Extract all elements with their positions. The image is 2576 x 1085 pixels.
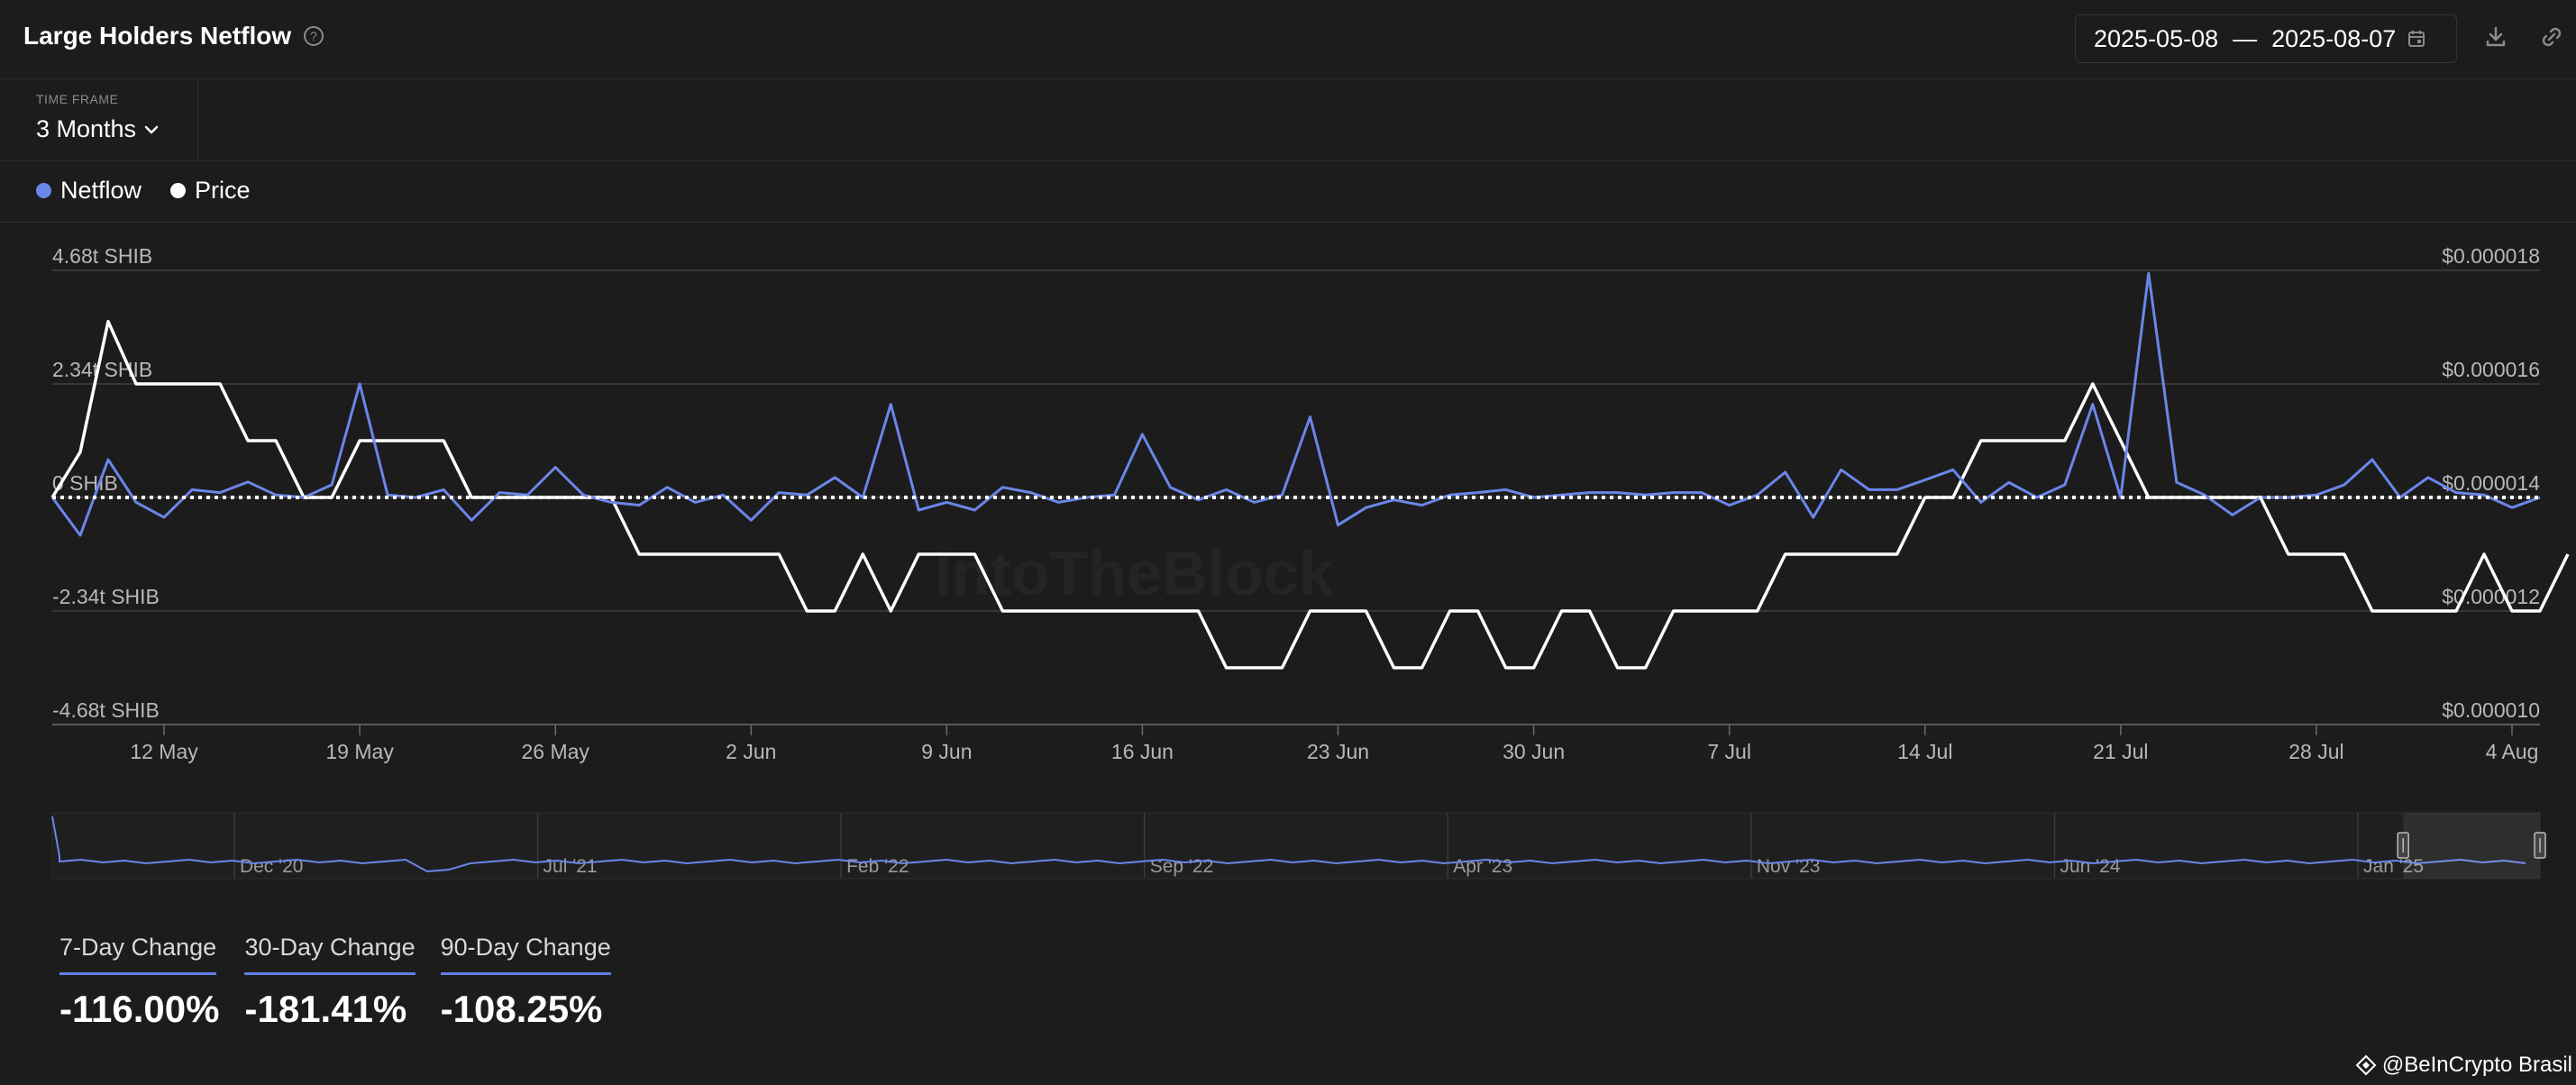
x-tick-label: 28 Jul — [2288, 740, 2343, 763]
navigator-label: Jun '24 — [2060, 856, 2120, 877]
navigator-label: Jul '21 — [544, 856, 598, 877]
right-tick-label: $0.000012 — [2442, 585, 2540, 608]
left-axis: 4.68t SHIB 2.34t SHIB 0 SHIB -2.34t SHIB -4.… — [52, 244, 160, 722]
title-wrap: Large Holders Netflow ? — [23, 22, 325, 50]
left-tick-label: -2.34t SHIB — [52, 585, 160, 608]
stat-label[interactable]: 90-Day Change — [440, 934, 611, 975]
x-axis: 12 May 19 May 26 May 2 Jun 9 Jun 16 Jun 23 Jun… — [52, 724, 2540, 763]
download-icon[interactable] — [2482, 23, 2509, 50]
divider — [0, 160, 2576, 161]
credit: @BeInCrypto Brasil — [2355, 1053, 2572, 1078]
left-tick-label: 0 SHIB — [52, 471, 118, 495]
date-start[interactable]: 2025-05-08 — [2094, 24, 2219, 52]
navigator-selection — [2403, 813, 2540, 879]
svg-text:?: ? — [310, 29, 317, 43]
date-end[interactable]: 2025-08-07 — [2271, 24, 2397, 52]
legend-dot-netflow — [36, 183, 51, 198]
legend-item-netflow[interactable]: Netflow — [36, 177, 142, 205]
x-tick-label: 19 May — [325, 740, 394, 763]
right-tick-label: $0.000014 — [2442, 471, 2540, 495]
legend-label-price: Price — [195, 177, 251, 204]
legend-label-netflow: Netflow — [60, 177, 142, 204]
watermark: IntoTheBlock — [934, 538, 1333, 608]
x-tick-label: 26 May — [521, 740, 589, 763]
stat-30-day[interactable]: 30-Day Change -181.41% — [244, 934, 416, 1031]
watermark-text: IntoTheBlock — [934, 538, 1333, 608]
navigator-label: Nov '23 — [1757, 856, 1821, 877]
netflow-line — [50, 271, 2541, 537]
x-tick-label: 7 Jul — [1707, 740, 1751, 763]
stat-label[interactable]: 30-Day Change — [244, 934, 416, 975]
x-tick-label: 23 Jun — [1307, 740, 1369, 763]
right-tick-label: $0.000010 — [2442, 698, 2540, 722]
x-tick-label: 14 Jul — [1897, 740, 1952, 763]
x-tick-label: 9 Jun — [921, 740, 972, 763]
page-title: Large Holders Netflow — [23, 22, 292, 50]
navigator-background — [51, 812, 2541, 880]
x-tick-label: 21 Jul — [2093, 740, 2148, 763]
stat-value: -116.00% — [59, 988, 220, 1030]
right-axis: $0.000018 $0.000016 $0.000014 $0.000012 $0.0… — [2442, 244, 2540, 722]
series — [50, 271, 2570, 670]
timeframe-value[interactable]: 3 Months — [36, 115, 137, 142]
stat-label[interactable]: 7-Day Change — [59, 934, 217, 975]
navigator-netflow-line — [51, 816, 2526, 873]
date-separator: — — [2233, 24, 2258, 52]
date-range-picker[interactable]: 2025-05-08 — 2025-08-07 — [2075, 14, 2457, 63]
x-tick-label: 2 Jun — [726, 740, 776, 763]
left-tick-label: -4.68t SHIB — [52, 698, 160, 722]
left-tick-label: 4.68t SHIB — [52, 244, 152, 268]
x-tick-label: 16 Jun — [1111, 740, 1174, 763]
timeframe-dropdown[interactable]: 3 Months — [36, 115, 160, 143]
left-tick-label: 2.34t SHIB — [52, 358, 152, 381]
legend-dot-price — [170, 183, 187, 198]
netflow-price-chart: IntoTheBlock 4.68t SHIB 2.34t SHIB 0 SHIB -… — [50, 244, 2570, 880]
x-tick-label: 30 Jun — [1503, 740, 1565, 763]
divider — [0, 222, 2576, 223]
right-tick-label: $0.000018 — [2442, 244, 2540, 268]
navigator[interactable]: Dec '20 Jul '21 Feb '22 Sep '22 Apr '23 Nov '… — [51, 812, 2546, 880]
stat-7-day[interactable]: 7-Day Change -116.00% — [59, 934, 219, 1031]
legend: Netflow Price — [36, 177, 279, 205]
stat-value: -181.41% — [244, 988, 407, 1030]
x-tick-label: 12 May — [130, 740, 198, 763]
chart-header: Large Holders Netflow ? 2025-05-08 — 202… — [0, 0, 2576, 79]
beincrypto-logo-icon — [2355, 1054, 2377, 1076]
timeframe-label: TIME FRAME — [36, 92, 119, 106]
chevron-down-icon[interactable] — [143, 124, 160, 135]
navigator-label: Feb '22 — [846, 856, 909, 877]
stat-value: -108.25% — [440, 988, 603, 1030]
help-icon[interactable]: ? — [302, 24, 325, 48]
stat-90-day[interactable]: 90-Day Change -108.25% — [440, 934, 611, 1031]
timeframe-selector[interactable]: TIME FRAME 3 Months — [0, 79, 198, 160]
legend-item-price[interactable]: Price — [170, 177, 251, 205]
change-stats: 7-Day Change -116.00% 30-Day Change -181… — [59, 934, 636, 1031]
credit-text: @BeInCrypto Brasil — [2381, 1053, 2572, 1077]
calendar-icon[interactable] — [2407, 29, 2426, 49]
right-tick-label: $0.000016 — [2442, 358, 2540, 381]
x-tick-label: 4 Aug — [2486, 740, 2539, 763]
link-icon[interactable] — [2538, 23, 2565, 50]
